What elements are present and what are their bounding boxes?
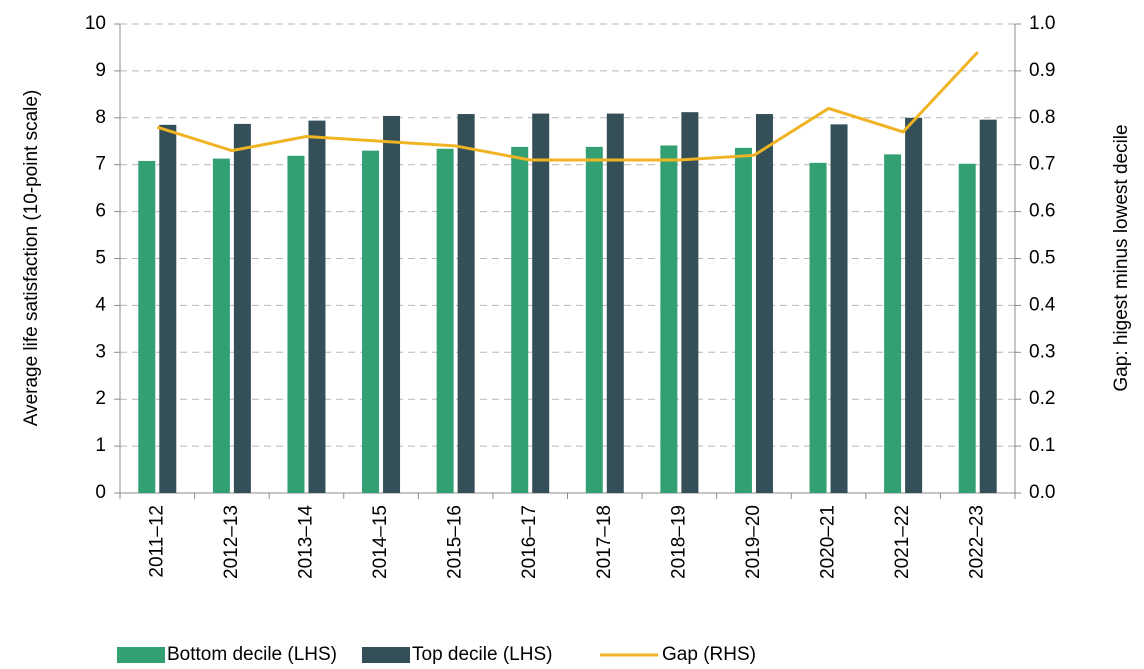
- y2-tick-label: 0.4: [1029, 294, 1056, 315]
- y2-tick-label: 0.0: [1029, 482, 1055, 503]
- legend-swatch: [117, 647, 165, 663]
- x-tick-label: 2019–20: [743, 505, 764, 579]
- bar: [734, 147, 752, 494]
- x-tick-label: 2012–13: [221, 505, 242, 579]
- y-tick-label: 2: [95, 388, 106, 409]
- x-tick-label: 2021–22: [892, 505, 913, 579]
- legend-swatch: [362, 647, 410, 663]
- bar: [287, 155, 305, 493]
- bar: [138, 160, 156, 493]
- x-tick-label: 2015–16: [445, 505, 466, 579]
- y-tick-label: 7: [95, 154, 106, 175]
- x-tick-label: 2016–17: [519, 505, 540, 579]
- bar: [585, 146, 603, 494]
- gap-line: [156, 51, 979, 162]
- bar: [660, 145, 678, 493]
- y2-tick-label: 0.5: [1029, 248, 1055, 269]
- x-tick-label: 2020–21: [818, 505, 839, 579]
- bar: [532, 113, 550, 493]
- bar: [979, 119, 997, 494]
- bar: [830, 124, 848, 493]
- y2-tick-label: 0.9: [1029, 60, 1055, 81]
- y2-tick-label: 1.0: [1029, 13, 1055, 34]
- bar: [436, 148, 454, 493]
- y-tick-label: 9: [95, 60, 106, 81]
- y2-tick-label: 0.3: [1029, 341, 1055, 362]
- y-tick-label: 1: [95, 435, 106, 456]
- y2-tick-label: 0.2: [1029, 388, 1055, 409]
- y2-tick-label: 0.7: [1029, 154, 1055, 175]
- y-tick-label: 8: [95, 107, 106, 128]
- legend-label: Top decile (LHS): [412, 644, 552, 665]
- y-tick-label: 4: [95, 294, 106, 315]
- bar: [958, 163, 976, 493]
- bar: [681, 112, 699, 493]
- y-tick-label: 3: [95, 341, 106, 362]
- bar: [511, 146, 529, 494]
- x-tick-label: 2014–15: [370, 505, 391, 579]
- x-tick-label: 2011–12: [146, 505, 167, 578]
- y-tick-label: 10: [85, 13, 106, 34]
- bar: [884, 154, 902, 493]
- legend-label: Bottom decile (LHS): [167, 644, 337, 665]
- y-tick-label: 0: [95, 482, 106, 503]
- y2-tick-label: 0.8: [1029, 107, 1055, 128]
- y2-axis-title: Gap: higest minus lowest decile: [1111, 124, 1132, 391]
- bar: [905, 117, 923, 494]
- x-tick-label: 2022–23: [967, 505, 988, 579]
- y2-tick-label: 0.6: [1029, 201, 1055, 222]
- x-tick-label: 2013–14: [295, 505, 316, 579]
- x-tick-label: 2018–19: [668, 505, 689, 579]
- bar: [159, 124, 177, 494]
- bar: [233, 123, 251, 493]
- bar: [362, 150, 380, 493]
- bar: [457, 114, 475, 493]
- bar: [809, 162, 827, 493]
- bar: [308, 120, 326, 493]
- y-tick-label: 5: [95, 248, 106, 269]
- bar: [606, 113, 624, 493]
- bar: [212, 158, 230, 493]
- y-tick-label: 6: [95, 201, 106, 222]
- y-axis-title: Average life satisfaction (10-point scal…: [21, 90, 42, 427]
- y2-tick-label: 0.1: [1029, 435, 1055, 456]
- bar: [383, 115, 401, 493]
- bar: [755, 114, 773, 493]
- legend-label: Gap (RHS): [662, 644, 756, 665]
- x-tick-label: 2017–18: [594, 505, 615, 579]
